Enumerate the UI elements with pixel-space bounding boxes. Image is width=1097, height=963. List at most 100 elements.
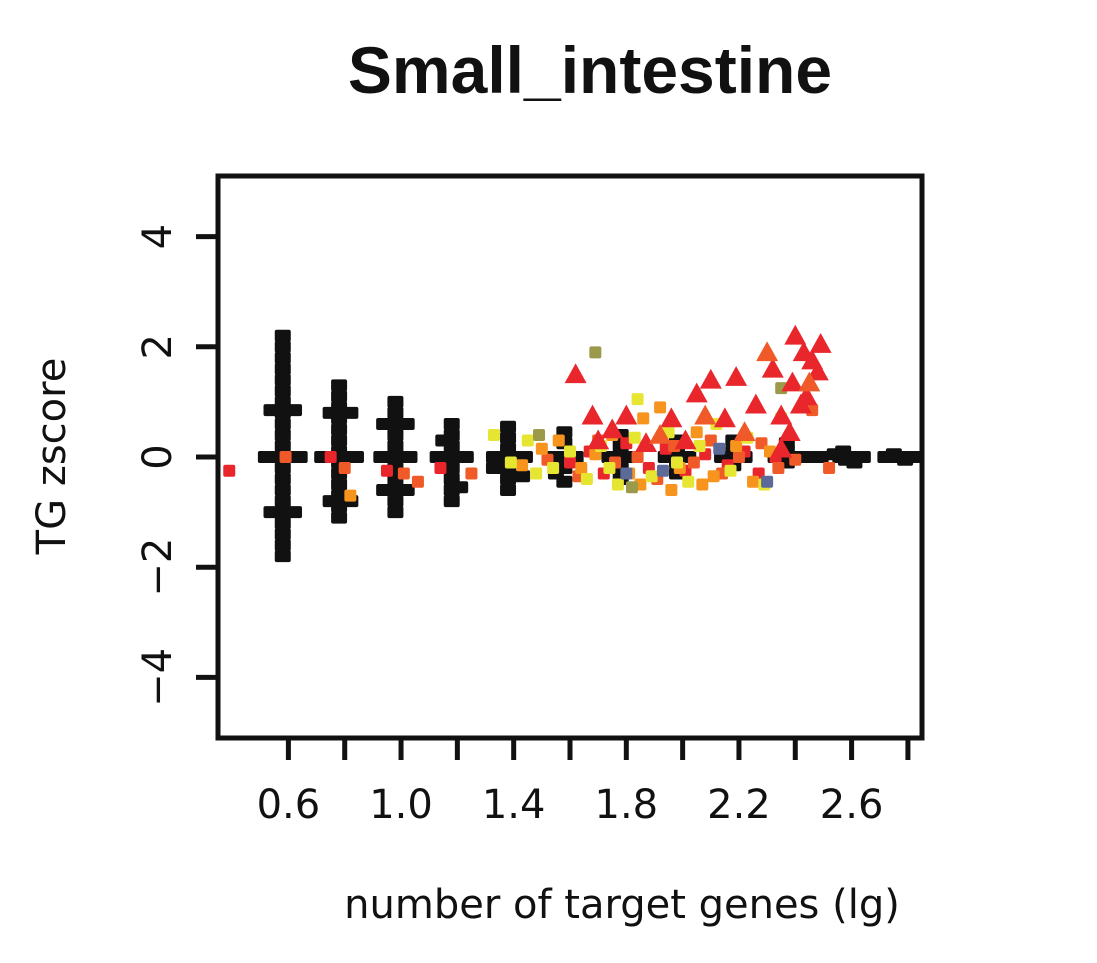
data-point-triangle (615, 404, 638, 425)
data-point (620, 467, 633, 480)
data-point (331, 511, 348, 524)
data-point-triangle (674, 429, 697, 450)
y-tick-label: 0 (135, 444, 181, 469)
data-point (516, 459, 529, 472)
data-point (487, 428, 500, 441)
x-tick-label: 1.4 (482, 782, 546, 828)
data-point (322, 495, 339, 508)
chart-title: Small_intestine (348, 33, 832, 107)
data-point (338, 462, 351, 475)
data-point (637, 412, 650, 425)
data-point (665, 484, 678, 497)
x-tick-label: 1.8 (595, 782, 659, 828)
data-point (628, 431, 641, 444)
data-point (724, 464, 737, 477)
data-point-triangle (798, 371, 821, 392)
data-point (533, 428, 546, 441)
data-point-triangle (660, 407, 683, 428)
data-point (846, 456, 863, 469)
data-point-triangle (635, 432, 658, 453)
data-point (693, 439, 706, 452)
data-point (500, 473, 517, 486)
x-axis: 0.6 1.0 1.4 1.8 2.2 2.6 (257, 738, 911, 828)
data-point (342, 406, 359, 419)
data-point (823, 462, 836, 475)
data-point (835, 445, 852, 458)
data-point (344, 489, 357, 502)
data-point (331, 423, 348, 436)
data-point (279, 451, 292, 463)
data-point-triangle (564, 363, 587, 384)
data-point-triangle (649, 423, 672, 444)
data-point-triangle (713, 407, 736, 428)
data-point-triangle (733, 421, 756, 442)
y-axis-label: TG zscore (29, 358, 75, 556)
data-point (530, 467, 543, 480)
data-point (387, 428, 404, 441)
data-point (631, 451, 644, 463)
data-point (687, 456, 700, 469)
data-point (812, 451, 829, 463)
data-point (589, 346, 602, 359)
data-point (465, 467, 478, 480)
data-point (500, 484, 517, 497)
data-point (514, 470, 531, 483)
data-point-triangle (781, 371, 804, 392)
data-point (535, 442, 548, 455)
data-point (682, 475, 695, 488)
data-point (274, 351, 291, 364)
data-point (564, 445, 576, 458)
data-point (435, 434, 452, 447)
data-point (274, 362, 291, 375)
data-point (645, 470, 658, 483)
y-tick-label: −4 (135, 648, 181, 707)
data-point-triangle (756, 341, 779, 362)
data-point-triangle (601, 418, 624, 439)
data-point-triangle (581, 404, 604, 425)
data-point (603, 462, 616, 475)
data-point (274, 329, 291, 342)
data-point (266, 451, 283, 463)
data-point (274, 417, 291, 430)
data-point (263, 404, 280, 417)
data-point (331, 434, 348, 447)
data-point (398, 484, 415, 497)
data-point (654, 401, 667, 414)
data-point (625, 481, 638, 494)
data-point (897, 453, 914, 466)
data-point (707, 470, 720, 483)
data-point (274, 340, 291, 353)
data-point-triangle (770, 437, 793, 458)
data-point (223, 464, 236, 477)
data-point (564, 456, 576, 469)
data-point (376, 417, 393, 430)
data-point (500, 431, 517, 444)
y-tick-label: 4 (135, 224, 181, 249)
data-point (580, 473, 593, 486)
data-point (274, 517, 291, 530)
data-point (500, 420, 517, 433)
data-point (274, 439, 291, 452)
data-point (274, 484, 291, 497)
y-axis: −4 −2 0 2 4 (135, 224, 218, 707)
data-point (274, 462, 291, 475)
data-point (263, 506, 280, 519)
data-point (761, 475, 774, 488)
data-points (223, 324, 922, 563)
data-point (331, 379, 348, 392)
data-point-triangle (744, 393, 767, 414)
data-point (401, 451, 418, 463)
data-point-triangle (685, 382, 708, 403)
data-point (387, 495, 404, 508)
data-point (696, 478, 709, 491)
data-point (274, 473, 291, 486)
data-point (547, 462, 560, 475)
data-point (452, 481, 469, 494)
data-point (747, 475, 760, 488)
data-point (690, 426, 703, 439)
data-point-triangle (770, 404, 793, 425)
data-point (443, 462, 460, 475)
x-axis-label: number of target genes (lg) (344, 882, 900, 928)
data-point (485, 462, 502, 475)
